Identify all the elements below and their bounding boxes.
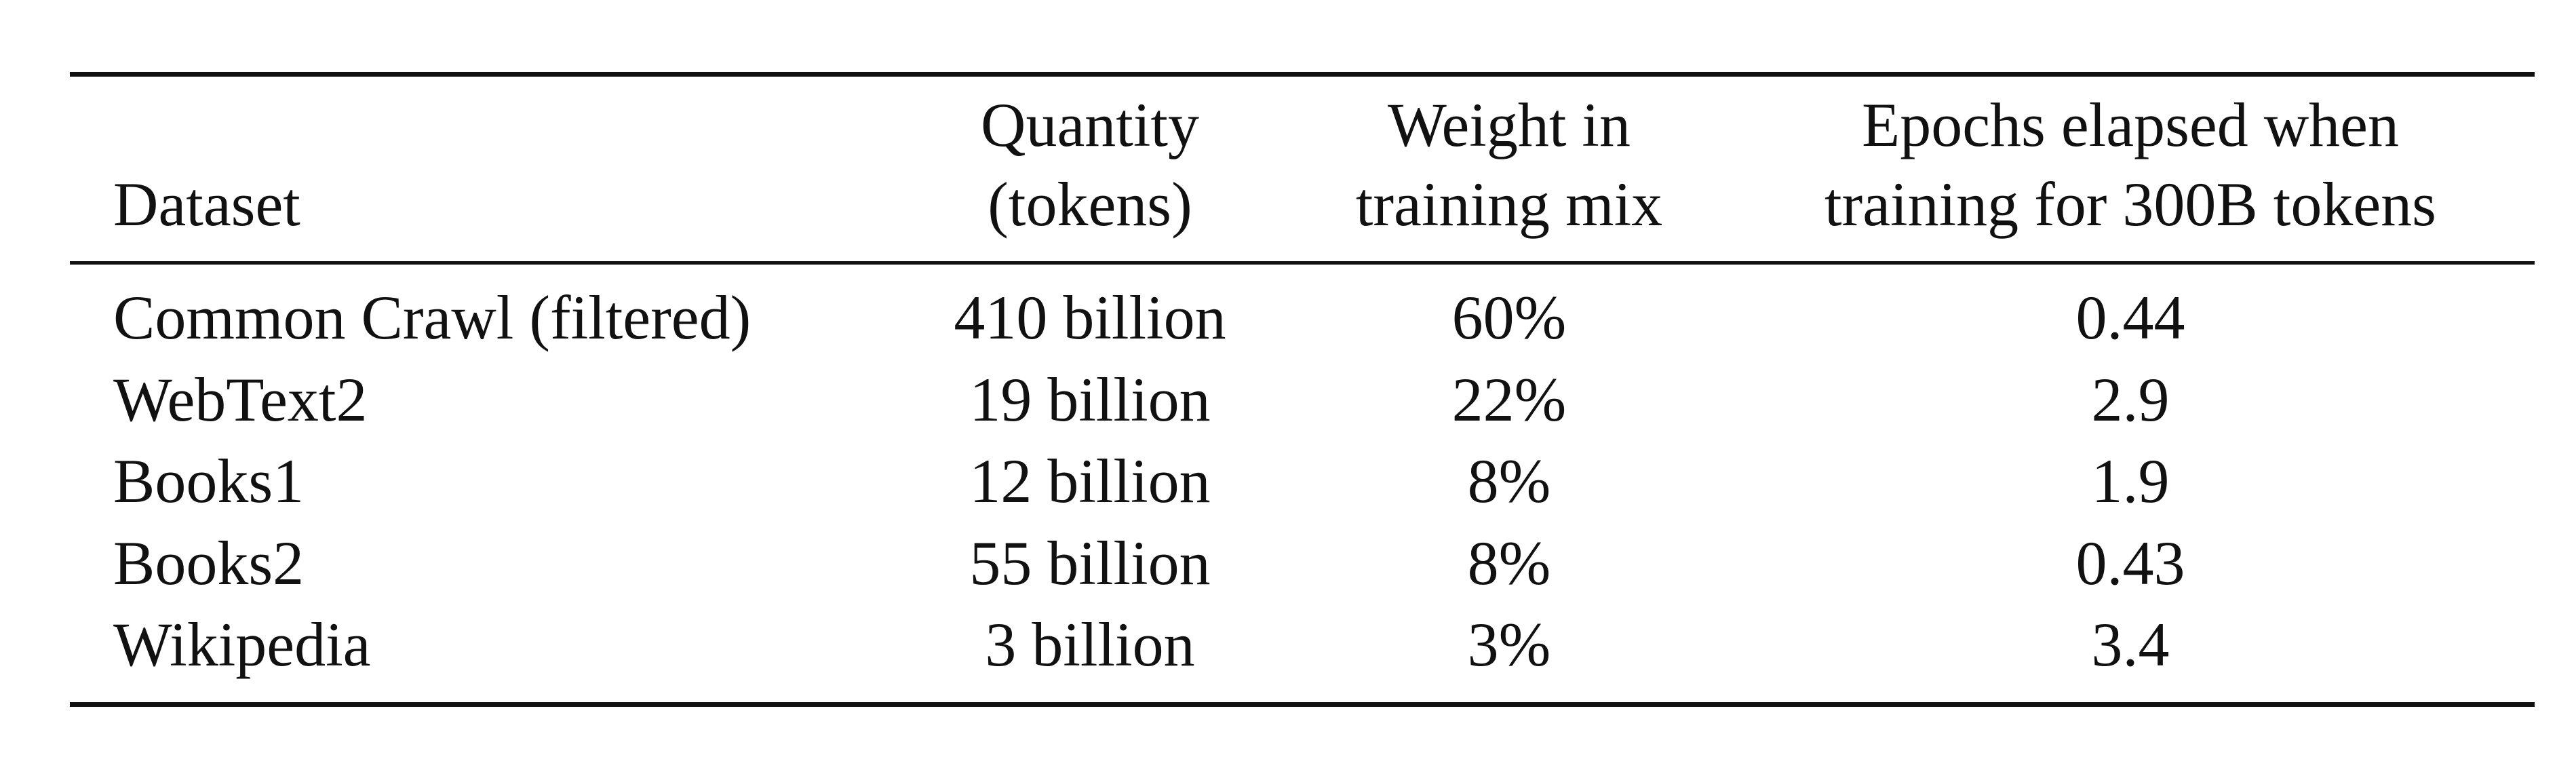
- bottom-rule: [70, 702, 2535, 707]
- header-cell: training mix: [1355, 170, 1663, 239]
- table-cell: 19 billion: [969, 364, 1211, 434]
- dataset-name: WebText2: [113, 364, 368, 434]
- top-rule: [70, 72, 2535, 77]
- dataset-name: Common Crawl (filtered): [113, 283, 752, 352]
- table-cell: 1.9: [2091, 446, 2170, 516]
- table-cell: 60%: [1451, 283, 1567, 352]
- table-cell: 0.44: [2075, 283, 2185, 352]
- header-cell: Epochs elapsed when: [1862, 90, 2399, 159]
- header-cell: Quantity: [981, 90, 1199, 159]
- header-cell: Dataset: [113, 170, 300, 239]
- header-cell: (tokens): [988, 170, 1192, 239]
- dataset-name: Wikipedia: [113, 610, 371, 679]
- table-cell: 55 billion: [969, 528, 1211, 598]
- table-cell: 410 billion: [954, 283, 1226, 352]
- table-cell: 2.9: [2091, 364, 2170, 434]
- table-cell: 8%: [1467, 528, 1551, 598]
- table-cell: 12 billion: [969, 446, 1211, 516]
- dataset-name: Books1: [113, 446, 305, 516]
- table-cell: 3.4: [2091, 610, 2170, 679]
- table-cell: 3%: [1467, 610, 1551, 679]
- table-cell: 0.43: [2075, 528, 2185, 598]
- header-cell: Weight in: [1388, 90, 1631, 159]
- mid-rule: [70, 261, 2535, 265]
- header-cell: training for 300B tokens: [1824, 170, 2436, 239]
- dataset-name: Books2: [113, 528, 305, 598]
- table-cell: 3 billion: [985, 610, 1195, 679]
- table-cell: 22%: [1451, 364, 1567, 434]
- table-cell: 8%: [1467, 446, 1551, 516]
